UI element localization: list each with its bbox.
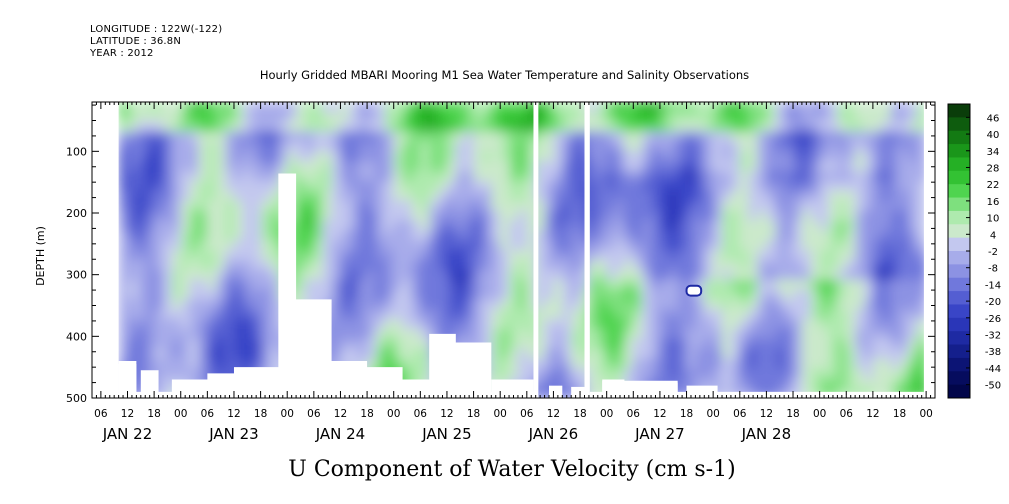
x-hour-tick-label: 18	[573, 408, 586, 420]
colorbar-label: -20	[985, 297, 1001, 308]
heatmap-field	[118, 102, 928, 398]
colorbar-swatch	[948, 117, 970, 132]
x-date-label: JAN 28	[741, 425, 792, 443]
x-hour-tick-label: 12	[121, 408, 134, 420]
colorbar-swatch	[948, 384, 970, 399]
x-hour-tick-label: 00	[387, 408, 400, 420]
y-tick-label: 200	[66, 207, 87, 220]
longitude-label: LONGITUDE : 122W(-122)	[90, 24, 223, 35]
colorbar-swatch	[948, 170, 970, 185]
x-hour-tick-label: 06	[307, 408, 321, 420]
x-hour-tick-label: 18	[254, 408, 267, 420]
x-hour-tick-label: 00	[813, 408, 826, 420]
x-hour-tick-label: 00	[174, 408, 187, 420]
colorbar-swatch	[948, 344, 970, 359]
colorbar-swatch	[948, 224, 970, 239]
y-tick-label: 500	[66, 392, 87, 405]
colorbar-swatch	[948, 104, 970, 118]
colorbar-label: -44	[985, 364, 1001, 375]
x-hour-tick-label: 12	[547, 408, 560, 420]
colorbar-label: 10	[987, 214, 1000, 225]
x-hour-tick-label: 00	[919, 408, 932, 420]
colorbar-label: 34	[987, 147, 1000, 158]
y-tick-label: 300	[66, 269, 87, 282]
colorbar-swatch	[948, 331, 970, 346]
colorbar-label: 4	[990, 230, 996, 241]
colorbar-swatch	[948, 371, 970, 386]
x-hour-tick-label: 06	[733, 408, 747, 420]
colorbar-swatch	[948, 291, 970, 305]
y-axis-label: DEPTH (m)	[34, 226, 47, 286]
colorbar-swatch	[948, 317, 970, 332]
colorbar-swatch	[948, 237, 970, 252]
x-hour-tick-label: 18	[147, 408, 160, 420]
colorbar-label: -8	[988, 264, 998, 275]
x-date-label: JAN 24	[315, 425, 366, 443]
y-tick-label: 100	[66, 145, 87, 158]
colorbar-label: -32	[985, 331, 1001, 342]
colorbar-swatch	[948, 184, 970, 199]
x-hour-tick-label: 06	[414, 408, 428, 420]
x-hour-tick-label: 18	[360, 408, 373, 420]
axes: 06 12 18 00 06 12 18 00 06 12 18 00 06 12 18 00 06 12 18 00…	[66, 102, 936, 443]
x-hour-tick-label: 06	[94, 408, 108, 420]
x-date-label: JAN 22	[102, 425, 153, 443]
x-hour-tick-label: 00	[706, 408, 719, 420]
x-date-label: JAN 25	[421, 425, 472, 443]
x-hour-tick-label: 18	[893, 408, 906, 420]
y-tick-label: 400	[66, 330, 87, 343]
x-hour-tick-label: 18	[467, 408, 480, 420]
x-hour-tick-label: 12	[440, 408, 453, 420]
colorbar-swatch	[948, 130, 970, 145]
x-hour-tick-label: 12	[866, 408, 879, 420]
colorbar-label: -26	[985, 314, 1001, 325]
x-hour-tick-label: 00	[281, 408, 294, 420]
colorbar-label: -2	[988, 247, 998, 258]
colorbar-swatch	[948, 157, 970, 172]
colorbar-swatch	[948, 264, 970, 279]
colorbar-label: -38	[985, 347, 1001, 358]
colorbar-swatch	[948, 357, 970, 372]
colorbar-swatch	[948, 210, 970, 225]
colorbar-label: 16	[987, 197, 1000, 208]
x-hour-tick-label: 06	[201, 408, 215, 420]
x-hour-tick-label: 06	[840, 408, 854, 420]
colorbar-label: 46	[987, 113, 1000, 124]
x-hour-tick-label: 06	[627, 408, 641, 420]
year-label: YEAR : 2012	[90, 48, 154, 59]
chart-title: Hourly Gridded MBARI Mooring M1 Sea Wate…	[259, 68, 750, 82]
colorbar-swatch	[948, 144, 970, 158]
x-hour-tick-label: 12	[760, 408, 773, 420]
x-hour-tick-label: 12	[653, 408, 666, 420]
latitude-label: LATITUDE : 36.8N	[90, 36, 182, 47]
x-date-label: JAN 27	[634, 425, 685, 443]
colorbar-label: -14	[985, 280, 1001, 291]
colorbar-label: 22	[987, 180, 1000, 191]
colorbar-swatch	[948, 197, 970, 212]
colorbar: 46 40 34 28 22 16 10 4 -2 -8 -14 -20 -26 -32 -38 -44 -50	[947, 103, 1001, 399]
colorbar-swatch	[948, 251, 970, 265]
x-date-label: JAN 26	[528, 425, 579, 443]
x-hour-tick-label: 12	[334, 408, 347, 420]
x-hour-tick-label: 18	[680, 408, 693, 420]
colorbar-label: 40	[987, 130, 1000, 141]
colorbar-label: -50	[985, 381, 1001, 392]
x-axis-label: U Component of Water Velocity (cm s-1)	[288, 457, 735, 482]
x-hour-tick-label: 00	[494, 408, 507, 420]
x-hour-tick-label: 00	[600, 408, 613, 420]
x-hour-tick-label: 12	[227, 408, 240, 420]
colorbar-swatch	[948, 277, 970, 292]
x-date-label: JAN 23	[208, 425, 259, 443]
x-hour-tick-label: 06	[520, 408, 534, 420]
colorbar-swatch	[948, 304, 970, 319]
colorbar-label: 28	[987, 163, 1000, 174]
x-hour-tick-label: 18	[786, 408, 799, 420]
